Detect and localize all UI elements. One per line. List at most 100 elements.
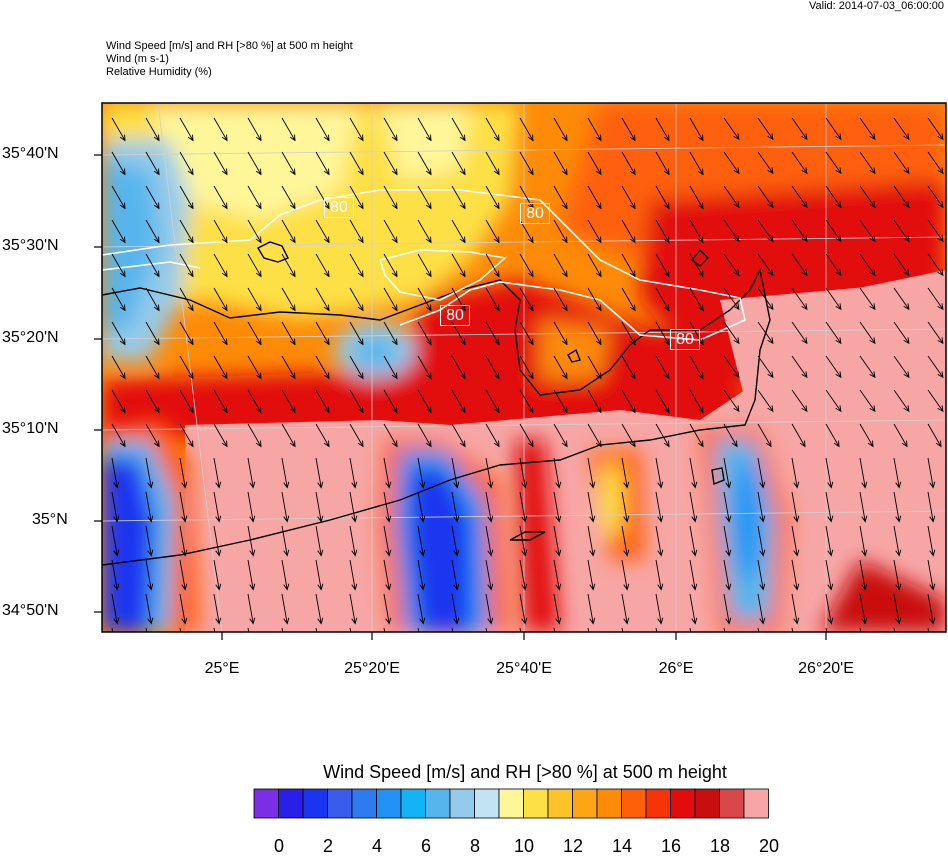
wind-arrow <box>587 559 596 591</box>
wind-arrow <box>315 593 324 625</box>
wind-arrow <box>179 355 194 380</box>
wind-arrow <box>315 525 324 557</box>
wind-arrow <box>281 525 290 557</box>
wind-arrow <box>893 423 908 448</box>
colorbar-tick-label: 6 <box>420 836 431 856</box>
wind-arrow <box>111 457 120 489</box>
wind-arrow <box>247 389 262 414</box>
wind-arrow <box>485 457 494 489</box>
wind-arrow <box>791 491 800 523</box>
colorbar-swatch <box>743 788 769 819</box>
wind-arrow <box>247 593 256 625</box>
wind-arrow <box>213 185 228 210</box>
wind-arrow <box>927 491 936 523</box>
wind-arrow <box>349 117 364 142</box>
wind-arrow <box>689 525 698 557</box>
wind-arrow <box>689 559 698 591</box>
wind-arrow <box>179 185 194 210</box>
wind-arrow <box>825 321 842 345</box>
wind-arrow <box>859 117 876 141</box>
wind-arrow <box>859 219 876 243</box>
wind-arrow <box>111 219 126 244</box>
wind-arrow <box>145 457 154 489</box>
wind-vectors <box>111 117 944 632</box>
wind-arrow <box>655 117 670 142</box>
axis-ticks <box>94 154 827 640</box>
rh-contours <box>102 189 746 341</box>
wind-arrow <box>689 457 698 489</box>
wind-arrow <box>281 457 290 489</box>
wind-arrow <box>893 525 902 557</box>
wind-arrow <box>451 423 466 448</box>
wind-arrow <box>553 219 568 244</box>
wind-arrow <box>655 219 670 244</box>
wind-arrow <box>587 491 596 523</box>
wind-arrow <box>927 389 944 413</box>
wind-arrow <box>179 253 194 278</box>
wind-arrow <box>519 321 534 346</box>
wind-arrow <box>315 185 330 210</box>
wind-arrow <box>893 593 902 625</box>
wind-arrow <box>281 389 296 414</box>
wind-arrow <box>451 151 466 176</box>
wind-arrow <box>281 117 296 142</box>
wind-arrow <box>383 185 398 210</box>
wind-arrow <box>451 185 466 210</box>
lon-label: 26°20'E <box>798 660 854 677</box>
wind-arrow <box>689 185 704 210</box>
wind-arrow <box>655 593 664 625</box>
wind-arrow <box>621 253 636 278</box>
lon-label: 25°20'E <box>344 660 400 677</box>
wind-arrow <box>791 525 800 557</box>
wind-arrow <box>757 219 774 243</box>
wind-arrow <box>315 321 330 346</box>
wind-arrow <box>621 151 636 176</box>
wind-arrow <box>349 287 364 312</box>
rh-label: 80 <box>440 305 470 326</box>
colorbar-swatch <box>449 788 475 819</box>
wind-arrow <box>927 185 944 209</box>
wind-arrow <box>553 185 568 210</box>
wind-arrow <box>655 491 664 523</box>
wind-arrow <box>655 185 670 210</box>
wind-arrow <box>791 219 808 243</box>
wind-arrow <box>213 593 222 625</box>
wind-arrow <box>179 117 194 142</box>
wind-arrow <box>111 287 126 312</box>
wind-arrow <box>417 151 432 176</box>
wind-arrow <box>111 423 126 448</box>
wind-arrow <box>315 389 330 414</box>
wind-arrow <box>689 287 704 312</box>
wind-arrow <box>281 559 290 591</box>
wind-arrow <box>417 355 432 380</box>
wind-arrow <box>723 253 740 277</box>
colorbar-swatch <box>376 788 402 819</box>
wind-arrow <box>281 593 290 625</box>
title-wind-speed: Wind Speed [m/s] and RH [>80 %] at 500 m… <box>106 40 353 52</box>
wind-arrow <box>859 525 868 557</box>
wind-arrow <box>179 389 194 414</box>
wind-arrow <box>791 457 800 489</box>
wind-arrow <box>485 219 500 244</box>
wind-arrow <box>247 525 256 557</box>
wind-arrow <box>825 457 834 489</box>
colorbar-tick-label: 2 <box>322 836 333 856</box>
wind-arrow <box>281 355 296 380</box>
wind-arrow <box>689 491 698 523</box>
lon-label: 25°E <box>204 660 240 677</box>
wind-arrow <box>485 253 500 278</box>
wind-arrow <box>349 151 364 176</box>
wind-arrow <box>723 219 740 243</box>
wind-arrow <box>519 117 534 142</box>
colorbar-swatch <box>474 788 500 819</box>
wind-arrow <box>621 525 630 557</box>
wind-arrow <box>519 491 528 523</box>
wind-arrow <box>111 151 126 176</box>
colorbar-swatch <box>596 788 622 819</box>
wind-arrow <box>927 525 936 557</box>
wind-arrow <box>417 253 432 278</box>
wind-arrow <box>689 355 704 380</box>
wind-arrow <box>451 355 466 380</box>
rh-label: 80 <box>670 329 700 350</box>
wind-arrow <box>927 423 942 448</box>
